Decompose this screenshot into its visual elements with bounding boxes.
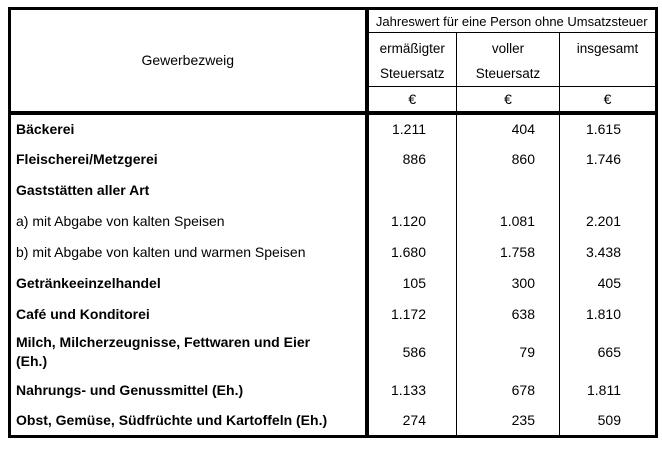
value-voll: 79 bbox=[456, 329, 560, 375]
value-ermaessigt: 886 bbox=[366, 143, 457, 175]
value-insgesamt: 1.615 bbox=[585, 121, 621, 137]
value-voll: 1.758 bbox=[456, 236, 560, 268]
value-insgesamt: 1.811 bbox=[587, 382, 621, 398]
header-row-sub: ermäßigter Steuersatz voller Steuersatz … bbox=[10, 32, 657, 87]
row-label: b) mit Abgabe von kalten und warmen Spei… bbox=[9, 236, 369, 268]
value-ermaessigt: 1.172 bbox=[366, 298, 457, 330]
value-insgesamt bbox=[560, 175, 657, 206]
value-voll: 300 bbox=[456, 267, 560, 299]
value-voll bbox=[456, 174, 560, 206]
value-insgesamt: 509 bbox=[597, 412, 621, 429]
value-voll: 235 bbox=[456, 405, 560, 437]
value-insgesamt: 405 bbox=[597, 275, 621, 291]
value-ermaessigt: 586 bbox=[366, 329, 457, 375]
table-row-nahrungsmittel: Nahrungs- und Genussmittel (Eh.) 1.133 6… bbox=[9, 374, 657, 406]
row-label-line2: (Eh.) bbox=[16, 353, 48, 369]
value-ermaessigt: 1.133 bbox=[366, 374, 457, 406]
value-voll: 638 bbox=[456, 298, 560, 330]
table-row-milch: Milch, Milcherzeugnisse, Fettwaren und E… bbox=[9, 329, 657, 375]
row-label: Nahrungs- und Genussmittel (Eh.) bbox=[9, 374, 369, 406]
row-label: Gaststätten aller Art bbox=[9, 174, 369, 206]
row-label: Café und Konditorei bbox=[9, 298, 369, 330]
header-row-unit: € € € bbox=[10, 86, 657, 115]
value-ermaessigt: 1.211 bbox=[366, 112, 457, 144]
table-row-baeckerei: Bäckerei 1.211 404 1.615 bbox=[9, 112, 657, 144]
value-insgesamt: 1.810 bbox=[585, 306, 621, 322]
value-voll: 678 bbox=[456, 374, 560, 406]
value-ermaessigt: 1.680 bbox=[366, 236, 457, 268]
table-row-fleischerei: Fleischerei/Metzgerei 886 860 1.746 bbox=[9, 143, 657, 175]
row-label: a) mit Abgabe von kalten Speisen bbox=[9, 205, 369, 237]
value-ermaessigt: 274 bbox=[366, 405, 457, 437]
table-row-getraenkeeinzelhandel: Getränkeeinzelhandel 105 300 405 bbox=[9, 267, 657, 299]
value-insgesamt: 1.746 bbox=[585, 151, 621, 167]
unit-euro-3: € bbox=[559, 86, 657, 115]
column-header-ermaessigter-steuersatz: ermäßigter Steuersatz bbox=[366, 32, 457, 87]
table-row-kalte-warme-speisen: b) mit Abgabe von kalten und warmen Spei… bbox=[9, 236, 657, 268]
column-header-voller-steuersatz: voller Steuersatz bbox=[456, 32, 560, 87]
value-insgesamt: 3.438 bbox=[585, 244, 621, 260]
table-row-gaststaetten: Gaststätten aller Art bbox=[9, 174, 657, 206]
value-voll: 1.081 bbox=[456, 205, 560, 237]
row-label: Fleischerei/Metzgerei bbox=[9, 143, 369, 175]
row-label-line1: Milch, Milcherzeugnisse, Fettwaren und E… bbox=[16, 334, 311, 350]
value-ermaessigt bbox=[366, 174, 457, 206]
table-row-obst-gemuese: Obst, Gemüse, Südfrüchte und Kartoffeln … bbox=[9, 405, 657, 437]
unit-euro-1: € bbox=[366, 86, 457, 115]
tax-values-table: Gewerbezweig Jahreswert für eine Person … bbox=[8, 7, 658, 438]
row-label: Obst, Gemüse, Südfrüchte und Kartoffeln … bbox=[9, 405, 369, 437]
value-voll: 404 bbox=[456, 112, 560, 144]
value-ermaessigt: 105 bbox=[366, 267, 457, 299]
column-header-gewerbezweig: Gewerbezweig bbox=[9, 8, 369, 115]
row-label: Bäckerei bbox=[9, 112, 369, 144]
row-label: Getränkeeinzelhandel bbox=[9, 267, 369, 299]
value-voll: 860 bbox=[456, 143, 560, 175]
value-insgesamt: 2.201 bbox=[585, 213, 621, 229]
table-row-cafe-konditorei: Café und Konditorei 1.172 638 1.810 bbox=[9, 298, 657, 330]
table-row-kalte-speisen: a) mit Abgabe von kalten Speisen 1.120 1… bbox=[9, 205, 657, 237]
column-header-jahreswert: Jahreswert für eine Person ohne Umsatzst… bbox=[366, 8, 657, 33]
column-header-insgesamt: insgesamt bbox=[559, 32, 657, 87]
row-label: Milch, Milcherzeugnisse, Fettwaren und E… bbox=[9, 329, 369, 375]
value-insgesamt: 665 bbox=[597, 344, 621, 360]
unit-euro-2: € bbox=[456, 86, 560, 115]
value-ermaessigt: 1.120 bbox=[366, 205, 457, 237]
header-row-span: Gewerbezweig Jahreswert für eine Person … bbox=[9, 8, 657, 115]
